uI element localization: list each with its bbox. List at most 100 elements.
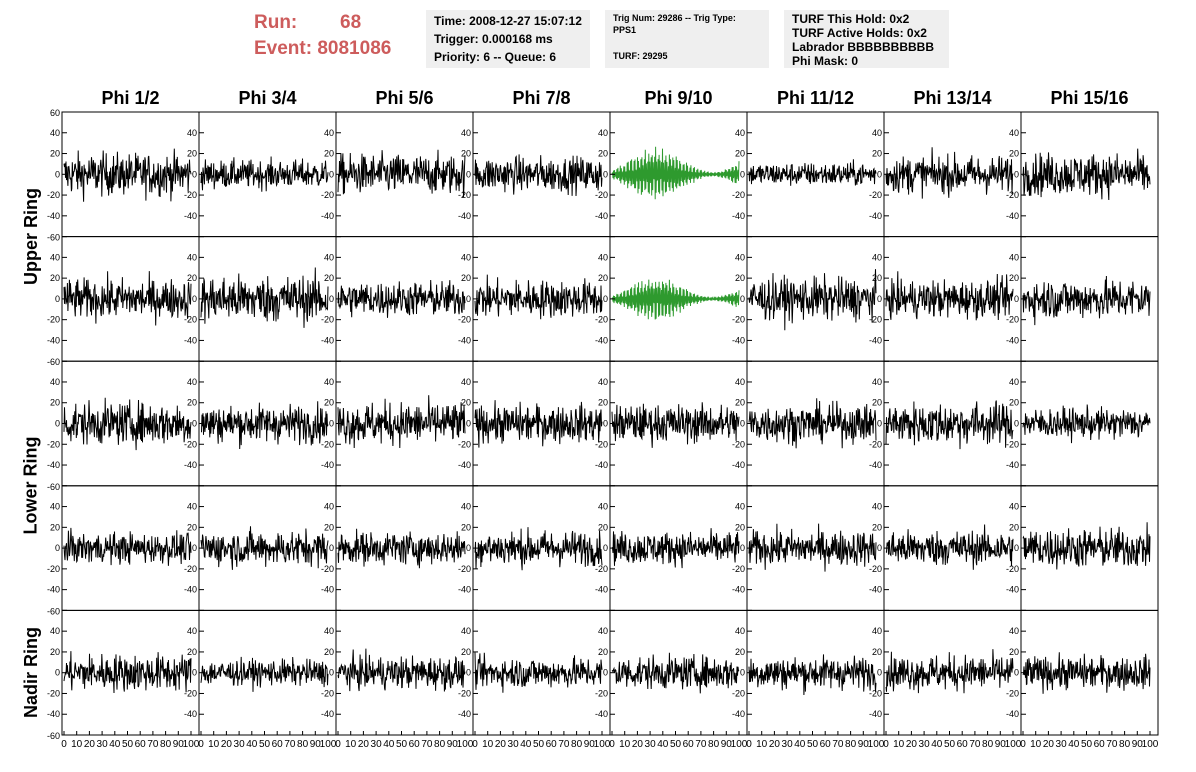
y-tick-label: -20 [321,439,334,449]
waveform-panel: -40 -20 0 20 40 [458,609,611,736]
y-tick-label: 20 [50,398,60,408]
x-tick-label: 70 [421,739,433,750]
y-tick-label: 20 [1009,647,1019,657]
x-tick-label: 60 [820,739,832,750]
y-tick-label: -40 [321,211,334,221]
x-tick-label: 50 [670,739,682,750]
y-tick-label: 40 [872,252,882,262]
phi-mask-text: Phi Mask: 0 [792,54,859,68]
x-tick-label: 60 [546,739,558,750]
x-tick-label: 70 [695,739,707,750]
y-tick-label: -40 [732,585,745,595]
waveform-trace [885,271,1014,321]
y-tick-label: 20 [735,647,745,657]
y-tick-label: -40 [321,335,334,345]
waveform-panel: -40 -20 0 20 40 [1006,360,1159,487]
x-tick-label: 20 [1043,739,1055,750]
waveform-panel: -40 -20 0 20 40 [595,609,748,736]
y-tick-label: -20 [184,315,197,325]
y-tick-label: 0 [603,668,608,678]
y-tick-label: 20 [461,149,471,159]
waveform-panel: -40 -20 0 20 40 [732,609,885,736]
waveform-trace [200,656,329,692]
x-tick-label: 100 [320,739,337,750]
waveform-trace [200,267,329,328]
y-tick-label: 20 [598,647,608,657]
x-tick-label: 20 [769,739,781,750]
y-tick-label: -60 [47,731,60,741]
y-tick-label: 0 [877,668,882,678]
y-tick-label: 40 [187,377,197,387]
y-tick-label: 0 [329,543,334,553]
y-tick-label: 0 [192,419,197,429]
trig-info-box: Trig Num: 29286 -- Trig Type: PPS1 TURF:… [605,10,769,68]
y-tick-label: 40 [1009,252,1019,262]
y-tick-label: 0 [466,294,471,304]
y-tick-label: 20 [1009,149,1019,159]
y-tick-label: 20 [598,149,608,159]
time-text: Time: 2008-12-27 15:07:12 [434,14,582,28]
waveform-trace [748,398,877,449]
y-tick-label: -40 [869,709,882,719]
y-tick-label: -40 [458,335,471,345]
y-tick-label: -20 [1006,439,1019,449]
waveform-trace [337,528,466,569]
y-tick-label: 0 [55,294,60,304]
y-tick-label: 40 [50,626,60,636]
y-tick-label: 40 [598,377,608,387]
x-tick-label: 60 [1094,739,1106,750]
x-tick-label: 0 [198,739,204,750]
y-tick-label: -20 [321,564,334,574]
x-tick-label: 0 [746,739,752,750]
y-tick-label: 0 [1014,543,1019,553]
column-title: Phi 5/6 [375,88,434,108]
y-tick-label: 0 [329,169,334,179]
x-tick-label: 0 [1020,739,1026,750]
x-tick-label: 40 [657,739,669,750]
waveform-panel: -40 -20 0 20 40 [732,360,885,487]
waveform-trace [201,401,329,450]
run-line: Run: 68 [254,10,420,36]
y-tick-label: 40 [461,377,471,387]
y-tick-label: 0 [603,169,608,179]
waveform-panel: -40 -20 0 20 40 [184,609,337,736]
waveform-trace [63,527,192,566]
y-tick-label: -20 [1006,315,1019,325]
y-tick-label: 0 [740,169,745,179]
y-tick-label: 20 [50,522,60,532]
y-tick-label: -40 [47,585,60,595]
x-tick-label: 60 [683,739,695,750]
waveform-panel: -40 -20 0 20 40 [321,609,474,736]
y-tick-label: -40 [47,460,60,470]
x-tick-label: 80 [982,739,994,750]
turf-info-box: TURF This Hold: 0x2 TURF Active Holds: 0… [784,10,949,68]
x-tick-label: 100 [868,739,885,750]
y-tick-label: 40 [324,502,334,512]
y-tick-label: -40 [595,460,608,470]
y-tick-label: 0 [466,543,471,553]
y-tick-label: 20 [187,647,197,657]
y-tick-label: 40 [872,502,882,512]
waveform-trace [200,156,329,192]
y-tick-label: -20 [869,564,882,574]
y-tick-label: -40 [321,460,334,470]
waveform-panel: -40 -20 0 20 40 [595,485,748,611]
waveform-trace [885,524,1014,570]
waveform-panel: -40 -20 0 20 40 [321,485,474,611]
y-tick-label: 40 [187,626,197,636]
waveform-panel: -40 -20 0 20 40 [869,360,1022,487]
y-tick-label: -40 [47,709,60,719]
waveform-panel: -40 -20 0 20 40 [869,609,1022,736]
time-info-box: Time: 2008-12-27 15:07:12 Trigger: 0.000… [426,10,590,68]
x-tick-label: 60 [135,739,147,750]
x-tick-label: 40 [931,739,943,750]
y-tick-label: -20 [47,315,60,325]
waveform-trace [200,526,329,570]
y-tick-label: -40 [184,709,197,719]
waveform-trace [748,269,877,331]
x-tick-label: 10 [345,739,357,750]
waveform-trace [337,648,466,692]
x-tick-label: 70 [1106,739,1118,750]
waveform-trace [1022,522,1151,570]
y-tick-label: -40 [595,709,608,719]
